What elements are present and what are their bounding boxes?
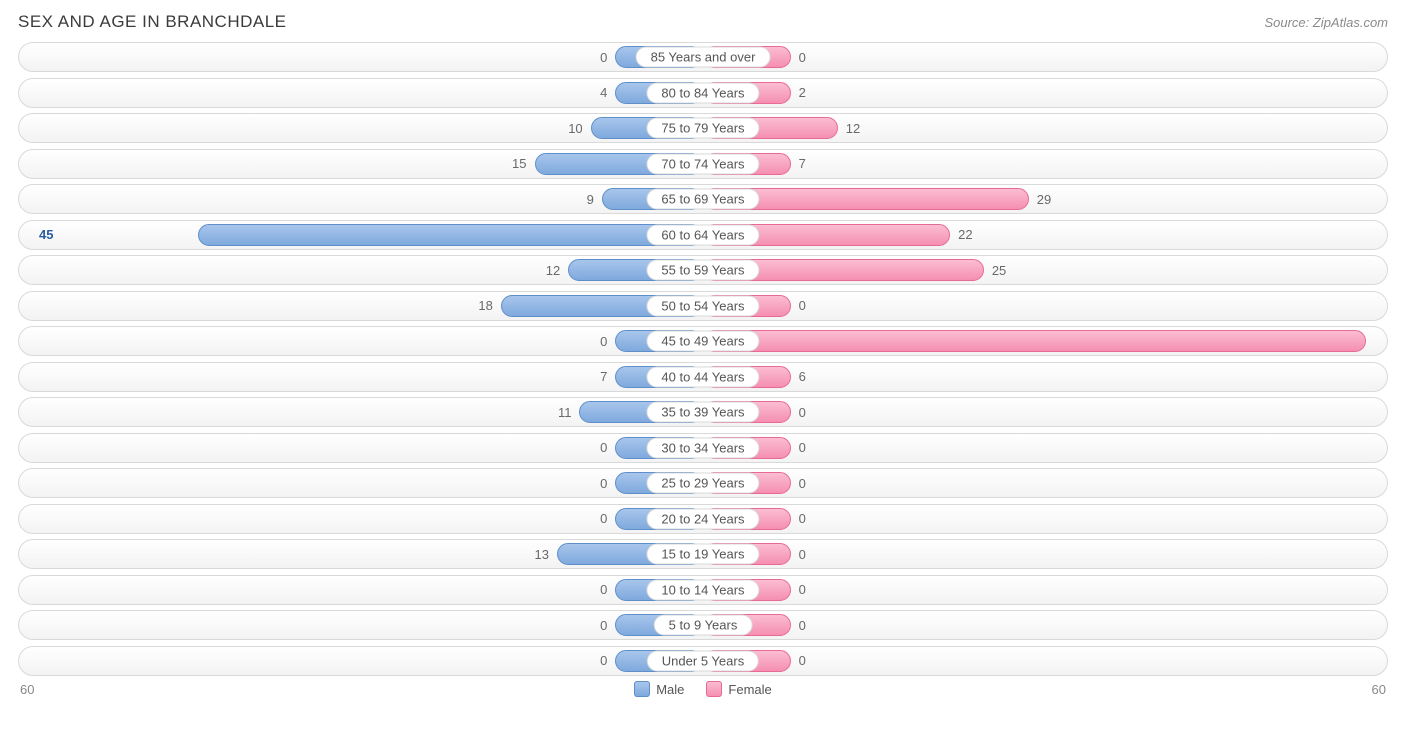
age-label: 10 to 14 Years xyxy=(646,579,759,600)
legend-male-label: Male xyxy=(656,682,684,697)
age-row: 18 0 50 to 54 Years xyxy=(18,291,1388,321)
age-row: 0 0 25 to 29 Years xyxy=(18,468,1388,498)
chart-source: Source: ZipAtlas.com xyxy=(1264,15,1388,30)
female-value: 0 xyxy=(791,401,851,423)
age-label: 70 to 74 Years xyxy=(646,153,759,174)
female-value: 7 xyxy=(791,153,851,175)
age-label: 50 to 54 Years xyxy=(646,295,759,316)
age-label: 75 to 79 Years xyxy=(646,118,759,139)
chart-title: SEX AND AGE IN BRANCHDALE xyxy=(18,12,287,32)
female-value: 0 xyxy=(791,650,851,672)
age-label: 40 to 44 Years xyxy=(646,366,759,387)
age-row: 10 12 75 to 79 Years xyxy=(18,113,1388,143)
age-label: 45 to 49 Years xyxy=(646,331,759,352)
female-value: 0 xyxy=(791,437,851,459)
female-value: 0 xyxy=(791,579,851,601)
female-value: 59 xyxy=(714,330,1377,352)
male-value: 18 xyxy=(441,295,501,317)
age-label: Under 5 Years xyxy=(647,650,759,671)
male-value: 0 xyxy=(555,579,615,601)
age-row: 0 0 20 to 24 Years xyxy=(18,504,1388,534)
male-value: 12 xyxy=(508,259,568,281)
population-pyramid-chart: 0 0 85 Years and over 4 2 80 to 84 Years 10 12 7… xyxy=(18,42,1388,676)
age-label: 55 to 59 Years xyxy=(646,260,759,281)
age-row: 4 2 80 to 84 Years xyxy=(18,78,1388,108)
female-value: 0 xyxy=(791,508,851,530)
male-value: 0 xyxy=(555,46,615,68)
age-row: 0 0 5 to 9 Years xyxy=(18,610,1388,640)
age-label: 60 to 64 Years xyxy=(646,224,759,245)
female-value: 29 xyxy=(1029,188,1089,210)
male-value: 9 xyxy=(542,188,602,210)
female-value: 0 xyxy=(791,472,851,494)
age-label: 5 to 9 Years xyxy=(654,615,753,636)
age-row: 13 0 15 to 19 Years xyxy=(18,539,1388,569)
female-value: 0 xyxy=(791,614,851,636)
chart-footer: 60 Male Female 60 xyxy=(18,681,1388,697)
female-value: 0 xyxy=(791,543,851,565)
age-label: 15 to 19 Years xyxy=(646,544,759,565)
male-value: 4 xyxy=(555,82,615,104)
legend-female-label: Female xyxy=(728,682,771,697)
age-row: 45 22 60 to 64 Years xyxy=(18,220,1388,250)
age-row: 0 0 10 to 14 Years xyxy=(18,575,1388,605)
female-value: 6 xyxy=(791,366,851,388)
female-value: 25 xyxy=(984,259,1044,281)
male-value: 0 xyxy=(555,330,615,352)
age-label: 30 to 34 Years xyxy=(646,437,759,458)
male-value: 45 xyxy=(29,224,535,246)
female-value: 12 xyxy=(838,117,898,139)
male-value: 13 xyxy=(497,543,557,565)
age-row: 0 5945 to 49 Years xyxy=(18,326,1388,356)
female-value: 0 xyxy=(791,295,851,317)
male-value: 11 xyxy=(519,401,579,423)
axis-max-right: 60 xyxy=(1372,682,1386,697)
age-row: 9 29 65 to 69 Years xyxy=(18,184,1388,214)
age-label: 85 Years and over xyxy=(636,47,771,68)
male-value: 0 xyxy=(555,508,615,530)
legend-item-male: Male xyxy=(634,681,684,697)
age-row: 12 25 55 to 59 Years xyxy=(18,255,1388,285)
chart-header: SEX AND AGE IN BRANCHDALE Source: ZipAtl… xyxy=(18,12,1388,32)
male-value: 0 xyxy=(555,437,615,459)
legend: Male Female xyxy=(634,681,772,697)
male-value: 0 xyxy=(555,650,615,672)
age-label: 25 to 29 Years xyxy=(646,473,759,494)
male-value: 7 xyxy=(555,366,615,388)
male-value: 0 xyxy=(555,614,615,636)
female-value: 22 xyxy=(950,224,1010,246)
age-label: 20 to 24 Years xyxy=(646,508,759,529)
age-row: 0 0 Under 5 Years xyxy=(18,646,1388,676)
axis-max-left: 60 xyxy=(20,682,34,697)
male-value: 0 xyxy=(555,472,615,494)
male-swatch-icon xyxy=(634,681,650,697)
male-value: 15 xyxy=(475,153,535,175)
age-row: 11 0 35 to 39 Years xyxy=(18,397,1388,427)
age-row: 0 0 85 Years and over xyxy=(18,42,1388,72)
age-row: 0 0 30 to 34 Years xyxy=(18,433,1388,463)
age-label: 80 to 84 Years xyxy=(646,82,759,103)
age-label: 35 to 39 Years xyxy=(646,402,759,423)
legend-item-female: Female xyxy=(706,681,771,697)
female-swatch-icon xyxy=(706,681,722,697)
age-label: 65 to 69 Years xyxy=(646,189,759,210)
female-value: 0 xyxy=(791,46,851,68)
age-row: 7 6 40 to 44 Years xyxy=(18,362,1388,392)
male-value: 10 xyxy=(531,117,591,139)
age-row: 15 7 70 to 74 Years xyxy=(18,149,1388,179)
female-value: 2 xyxy=(791,82,851,104)
